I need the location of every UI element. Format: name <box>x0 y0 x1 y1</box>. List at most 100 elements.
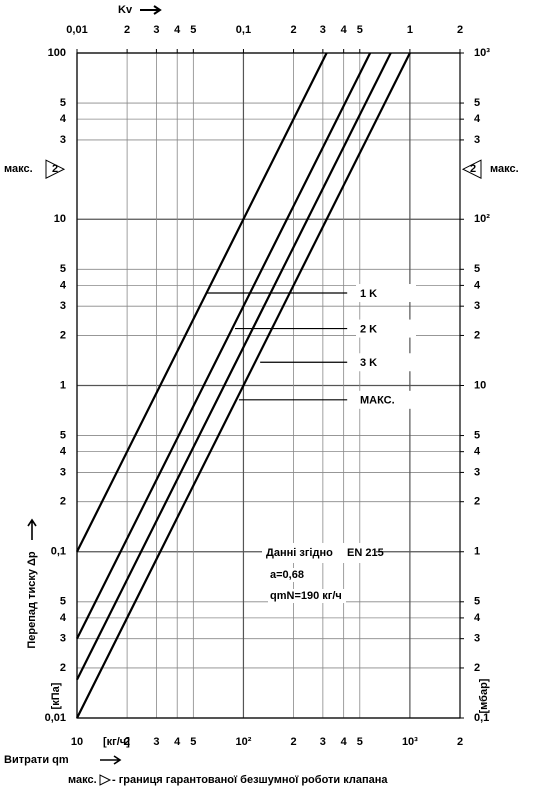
y-unit: [кПа] <box>50 682 62 709</box>
y-tick-label: 0,1 <box>51 546 66 558</box>
marker-label-bg <box>356 319 416 338</box>
y2-tick-label: 5 <box>474 263 480 275</box>
x2-tick-label: 4 <box>174 24 181 36</box>
annotation-standard: EN 215 <box>347 547 384 559</box>
footnote-label: макс. <box>68 774 97 786</box>
series-line <box>76 52 328 553</box>
y-tick-label: 5 <box>60 263 66 275</box>
max-symbol <box>45 159 66 180</box>
annotation-title: Данні згідно <box>266 547 333 559</box>
y2-tick-label: 3 <box>474 633 480 645</box>
x-tick-label: 10² <box>235 736 251 748</box>
max-symbol-label: 2 <box>52 163 58 175</box>
x-tick-label: 5 <box>190 736 196 748</box>
x2-tick-label: 0,01 <box>66 24 87 36</box>
y-tick-label: 4 <box>60 612 67 624</box>
marker-label-bg <box>356 353 416 372</box>
y2-tick-label: 3 <box>474 134 480 146</box>
y-tick-label: 3 <box>60 466 66 478</box>
y2-tick-label: 10³ <box>474 47 490 59</box>
series-line <box>76 52 392 681</box>
y2-tick-label: 1 <box>474 546 480 558</box>
max-label: макс. <box>490 163 519 175</box>
marker-label: 2 K <box>360 323 377 335</box>
y-tick-label: 0,01 <box>45 712 66 724</box>
x2-tick-label: 1 <box>407 24 413 36</box>
series-line <box>76 52 372 640</box>
y2-tick-label: 5 <box>474 429 480 441</box>
arrow <box>27 518 37 540</box>
x2-tick-label: 3 <box>153 24 159 36</box>
x-tick-label: 3 <box>153 736 159 748</box>
y-tick-label: 1 <box>60 379 66 391</box>
marker-label: МАКС. <box>360 395 395 407</box>
x2-tick-label: 5 <box>190 24 196 36</box>
x-tick-label: 4 <box>341 736 348 748</box>
marker-label: 3 K <box>360 357 377 369</box>
y2-tick-label: 2 <box>474 329 480 341</box>
y-tick-label: 3 <box>60 633 66 645</box>
x-tick-label: 10 <box>71 736 83 748</box>
x2-axis-label: Kv <box>118 4 133 16</box>
marker-label-bg <box>356 284 416 303</box>
x-tick-label: 2 <box>290 736 296 748</box>
x-tick-label: 2 <box>124 736 130 748</box>
x-tick-label: 5 <box>357 736 363 748</box>
y2-tick-label: 4 <box>474 279 481 291</box>
annotation-line: a=0,68 <box>270 569 304 581</box>
series-line <box>76 52 411 719</box>
x-tick-label: 4 <box>174 736 181 748</box>
y2-tick-label: 10² <box>474 213 490 225</box>
y2-tick-label: 10 <box>474 379 486 391</box>
x2-tick-label: 0,1 <box>236 24 251 36</box>
arrow <box>100 755 122 765</box>
footnote-text: - границя гарантованої безшумної роботи … <box>112 774 388 786</box>
x-axis-label: Витрати qm <box>4 754 69 766</box>
x2-tick-label: 2 <box>457 24 463 36</box>
y2-tick-label: 5 <box>474 596 480 608</box>
annotation-bg <box>268 568 312 582</box>
y-tick-label: 5 <box>60 97 66 109</box>
y2-tick-label: 4 <box>474 612 481 624</box>
y-tick-label: 4 <box>60 113 67 125</box>
x2-tick-label: 3 <box>320 24 326 36</box>
max-label: макс. <box>4 163 33 175</box>
y2-tick-label: 0,1 <box>474 712 489 724</box>
y-tick-label: 4 <box>60 446 67 458</box>
max-symbol <box>461 159 482 180</box>
y-tick-label: 10 <box>54 213 66 225</box>
x2-tick-label: 5 <box>357 24 363 36</box>
annotation-line: qmN=190 кг/ч <box>270 590 342 602</box>
y2-tick-label: 5 <box>474 97 480 109</box>
max-symbol-label: 2 <box>470 163 476 175</box>
y2-tick-label: 4 <box>474 446 481 458</box>
y-tick-label: 5 <box>60 596 66 608</box>
y-axis-label: Перепад тиску Δp <box>26 551 38 649</box>
y-tick-label: 5 <box>60 429 66 441</box>
y2-tick-label: 4 <box>474 113 481 125</box>
y-tick-label: 2 <box>60 662 66 674</box>
x-tick-label: 2 <box>457 736 463 748</box>
x2-tick-label: 4 <box>341 24 348 36</box>
x2-tick-label: 2 <box>124 24 130 36</box>
y2-tick-label: 3 <box>474 300 480 312</box>
y-tick-label: 3 <box>60 134 66 146</box>
annotation-box <box>262 543 376 563</box>
x2-tick-label: 2 <box>290 24 296 36</box>
y2-tick-label: 2 <box>474 496 480 508</box>
y-tick-label: 2 <box>60 329 66 341</box>
y2-unit: [мбар] <box>478 678 490 713</box>
marker-label-bg <box>356 390 416 409</box>
y-tick-label: 2 <box>60 496 66 508</box>
marker-label: 1 K <box>360 288 377 300</box>
y-tick-label: 3 <box>60 300 66 312</box>
footnote-symbol <box>99 774 112 786</box>
y-tick-label: 4 <box>60 279 67 291</box>
y2-tick-label: 2 <box>474 662 480 674</box>
y2-tick-label: 3 <box>474 466 480 478</box>
x-tick-label: 10³ <box>402 736 418 748</box>
x-tick-label: 3 <box>320 736 326 748</box>
y-tick-label: 100 <box>48 47 66 59</box>
